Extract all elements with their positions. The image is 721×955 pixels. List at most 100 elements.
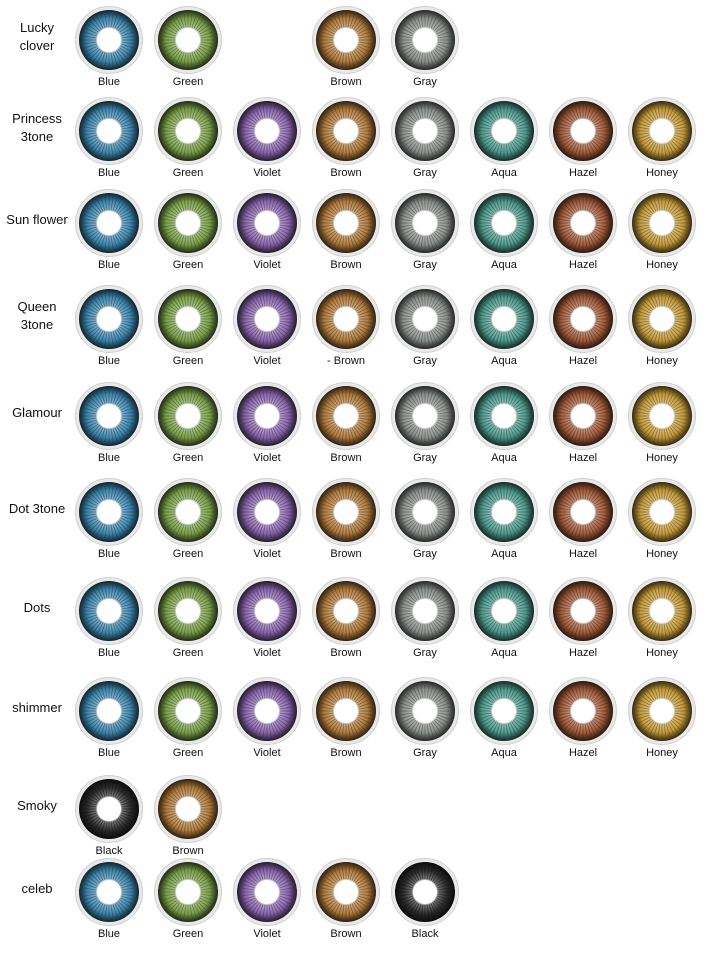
lens-swatch: Honey — [625, 285, 699, 368]
lens-swatch: Aqua — [467, 382, 541, 465]
color-label: Violet — [253, 452, 281, 464]
lens-swatch: Hazel — [546, 577, 620, 660]
color-label: Brown — [330, 259, 362, 271]
product-row: celeb Blue Green Violet Brown Black — [0, 856, 721, 946]
contact-lens-image — [549, 478, 617, 546]
color-label: Blue — [97, 928, 121, 940]
lens-swatch: Brown — [309, 189, 383, 272]
lens-swatch: Brown — [309, 677, 383, 760]
color-label: Gray — [413, 647, 437, 659]
color-label: Violet — [253, 928, 281, 940]
contact-lens-image — [391, 478, 459, 546]
lens-swatch: Hazel — [546, 677, 620, 760]
lens-swatch: Honey — [625, 677, 699, 760]
color-label: Green — [172, 747, 204, 759]
lens-swatch: Blue — [72, 577, 146, 660]
color-label: Violet — [253, 259, 281, 271]
contact-lens-image — [391, 677, 459, 745]
color-label: Hazel — [568, 259, 598, 271]
product-name: Queen 3tone — [17, 299, 57, 332]
color-label: Blue — [97, 747, 121, 759]
contact-lens-image — [154, 478, 222, 546]
product-name: Princess 3tone — [12, 111, 62, 144]
lens-swatch: Hazel — [546, 97, 620, 180]
contact-lens-image — [312, 577, 380, 645]
contact-lens-image — [75, 677, 143, 745]
lens-swatch: Aqua — [467, 577, 541, 660]
color-label: Green — [172, 259, 204, 271]
contact-lens-image — [312, 6, 380, 74]
lens-swatch: Gray — [388, 577, 462, 660]
color-label: Black — [411, 928, 439, 940]
color-label: Green — [172, 355, 204, 367]
lens-swatch: Gray — [388, 285, 462, 368]
color-label: - Brown — [327, 355, 365, 367]
contact-lens-image — [312, 478, 380, 546]
product-name: Dots — [23, 600, 51, 615]
lens-swatch: Green — [151, 285, 225, 368]
contact-lens-image — [154, 677, 222, 745]
product-row: Lucky clover Blue Green Brown Gray — [0, 4, 721, 96]
lens-swatch: Green — [151, 677, 225, 760]
contact-lens-image — [312, 677, 380, 745]
color-label: Blue — [97, 452, 121, 464]
color-label: Honey — [646, 452, 678, 464]
lens-swatch: Aqua — [467, 189, 541, 272]
contact-lens-image — [470, 285, 538, 353]
contact-lens-image — [312, 285, 380, 353]
contact-lens-image — [549, 97, 617, 165]
color-label: Aqua — [491, 355, 517, 367]
color-label: Brown — [172, 845, 204, 857]
product-name: shimmer — [12, 700, 62, 715]
product-name: Sun flower — [6, 212, 68, 227]
lens-swatch: Green — [151, 478, 225, 561]
lens-swatch: Violet — [230, 677, 304, 760]
contact-lens-image — [75, 382, 143, 450]
lens-swatch: Blue — [72, 189, 146, 272]
contact-lens-image — [154, 858, 222, 926]
color-label: Aqua — [491, 647, 517, 659]
color-label: Hazel — [568, 452, 598, 464]
contact-lens-image — [75, 478, 143, 546]
color-label: Green — [172, 647, 204, 659]
contact-lens-image — [154, 775, 222, 843]
lens-swatch: Blue — [72, 97, 146, 180]
contact-lens-image — [233, 478, 301, 546]
lens-swatch: Honey — [625, 189, 699, 272]
contact-lens-image — [233, 577, 301, 645]
lens-swatch: Blue — [72, 677, 146, 760]
contact-lens-image — [391, 6, 459, 74]
color-label: Violet — [253, 747, 281, 759]
contact-lens-image — [75, 97, 143, 165]
lens-swatch: Gray — [388, 677, 462, 760]
lens-swatch: Gray — [388, 189, 462, 272]
contact-lens-image — [549, 577, 617, 645]
contact-lens-image — [233, 858, 301, 926]
color-label: Blue — [97, 647, 121, 659]
contact-lens-image — [470, 97, 538, 165]
lens-swatch: Aqua — [467, 97, 541, 180]
color-label: Honey — [646, 167, 678, 179]
lens-swatch: Honey — [625, 382, 699, 465]
product-row: Glamour Blue Green Violet Brown Gray Aqua Hazel… — [0, 380, 721, 476]
color-label: Black — [95, 845, 123, 857]
contact-lens-image — [391, 285, 459, 353]
color-label: Brown — [330, 747, 362, 759]
lens-swatch: Violet — [230, 189, 304, 272]
contact-lens-image — [391, 382, 459, 450]
lens-swatch: Hazel — [546, 285, 620, 368]
lens-swatch: Brown — [309, 97, 383, 180]
contact-lens-image — [628, 677, 696, 745]
lens-swatch: Hazel — [546, 478, 620, 561]
lens-swatch: Blue — [72, 478, 146, 561]
contact-lens-image — [75, 285, 143, 353]
color-label: Brown — [330, 167, 362, 179]
product-name: celeb — [21, 881, 53, 896]
contact-lens-image — [628, 285, 696, 353]
contact-lens-image — [312, 97, 380, 165]
color-label: Honey — [646, 747, 678, 759]
color-label: Gray — [413, 747, 437, 759]
contact-lens-image — [628, 97, 696, 165]
color-label: Honey — [646, 647, 678, 659]
